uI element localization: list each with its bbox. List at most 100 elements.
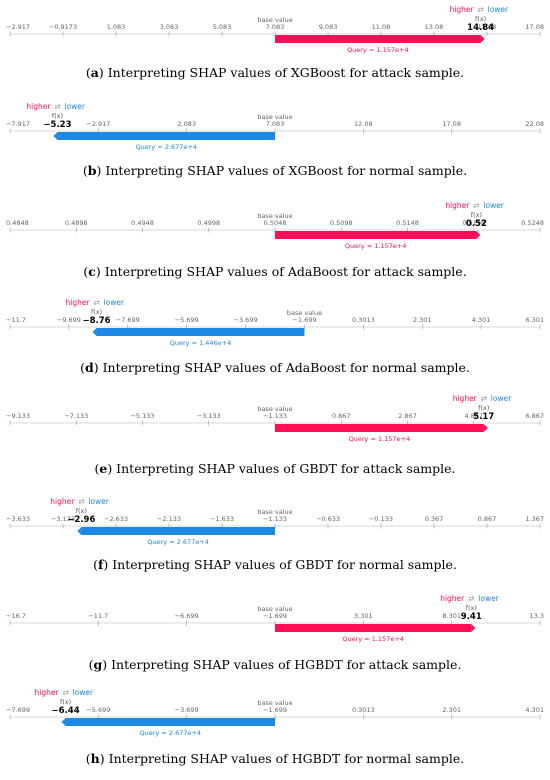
fx-value: 0.52 [466, 219, 487, 229]
fx-label: f(x) [91, 308, 102, 316]
legend-higher: higher [50, 497, 75, 506]
base-value-label: base value [257, 16, 292, 24]
caption-letter: e [99, 461, 108, 476]
tick-label: 4.301 [525, 706, 544, 714]
tick-label: 0.5248 [521, 219, 544, 227]
force-plot-panel-h: −7.699 −5.699 −3.699 −1.699 0.3013 2.301 4.301… [0, 683, 550, 780]
legend-arrow-icon: ⇄ [54, 102, 60, 111]
tick-label: −7.699 [116, 316, 140, 324]
tick-label: −5.699 [86, 706, 110, 714]
higher-contribution-bar [275, 35, 481, 43]
feature-label: Query = 2.677e+4 [147, 538, 209, 546]
fx-value: −2.96 [67, 515, 95, 525]
legend-arrow-icon: ⇄ [477, 5, 483, 14]
legend-higher: higher [65, 298, 90, 307]
bar-arrow-tip [483, 424, 488, 432]
legend-higher: higher [35, 688, 60, 697]
tick-label: 2.867 [398, 412, 417, 420]
tick-label: −3.633 [6, 515, 30, 523]
fx-value: 9.41 [461, 612, 482, 622]
tick-label: −9.699 [57, 316, 81, 324]
base-value-label: base value [257, 113, 292, 121]
force-plot-d: −11.7 −9.699 −7.699 −5.699 −3.699 −1.699 0.301… [6, 298, 544, 347]
tick-label: −0.133 [369, 515, 393, 523]
force-plot-panel-c: 0.4848 0.4898 0.4948 0.4998 0.5048 0.5098 0.51… [0, 196, 550, 293]
legend-lower: lower [478, 594, 499, 603]
caption-letter: c [88, 264, 96, 279]
bar-arrow-tip [480, 35, 485, 43]
caption-letter: h [90, 751, 100, 766]
tick-label: 13.08 [425, 23, 444, 31]
tick-label: −6.699 [175, 612, 199, 620]
tick-label: −9.133 [6, 412, 30, 420]
base-value-label: base value [257, 699, 292, 707]
tick-label: 0.4948 [131, 219, 154, 227]
tick-label: 0.367 [425, 515, 444, 523]
force-plot-h: −7.699 −5.699 −3.699 −1.699 0.3013 2.301 4.301… [6, 688, 544, 737]
feature-label: Query = 1.157e+4 [349, 435, 411, 443]
bar-arrow-tip [92, 328, 97, 336]
tick-label: −2.917 [86, 120, 110, 128]
bar-arrow-tip [476, 231, 481, 239]
lower-contribution-bar [96, 328, 305, 336]
force-plot-c: 0.4848 0.4898 0.4948 0.4998 0.5048 0.5098 0.51… [6, 201, 544, 250]
legend-lower: lower [104, 298, 125, 307]
caption-h: (h) Interpreting SHAP values of HGBDT fo… [85, 751, 465, 766]
tick-label: 9.083 [319, 23, 338, 31]
fx-label: f(x) [76, 507, 87, 515]
caption-text: Interpreting SHAP values of AdaBoost for… [98, 360, 470, 375]
tick-label: −3.699 [234, 316, 258, 324]
tick-label: −0.633 [316, 515, 340, 523]
caption-a: (a) Interpreting SHAP values of XGBoost … [85, 65, 465, 80]
caption-letter: d [84, 360, 94, 375]
tick-label: −11.7 [6, 316, 26, 324]
caption-c: (c) Interpreting SHAP values of AdaBoost… [83, 264, 467, 279]
tick-label: −7.917 [6, 120, 30, 128]
tick-label: 2.301 [442, 706, 461, 714]
tick-label: 2.301 [413, 316, 432, 324]
fx-label: f(x) [52, 112, 63, 120]
caption-d: (d) Interpreting SHAP values of AdaBoost… [80, 360, 470, 375]
force-plot-panel-b: −7.917 −2.917 2.083 7.083 12.08 17.08 22.08 bas… [0, 97, 550, 194]
legend-arrow-icon: ⇄ [473, 201, 479, 210]
tick-label: 6.301 [525, 316, 544, 324]
feature-label: Query = 2.677e+4 [135, 143, 197, 151]
tick-label: 1.367 [525, 515, 544, 523]
tick-label: 4.867 [464, 412, 483, 420]
caption-text: Interpreting SHAP values of XGBoost for … [103, 65, 465, 80]
tick-label: 3.301 [354, 612, 373, 620]
bar-arrow-tip [77, 527, 82, 535]
caption-text: Interpreting SHAP values of HGBDT for no… [104, 751, 465, 766]
lower-contribution-bar [57, 132, 276, 140]
fx-value: −6.44 [52, 706, 80, 716]
lower-contribution-bar [65, 718, 275, 726]
tick-label: 7.083 [266, 120, 285, 128]
tick-label: −3.133 [51, 515, 75, 523]
tick-label: −2.633 [104, 515, 128, 523]
caption-e: (e) Interpreting SHAP values of GBDT for… [94, 461, 456, 476]
tick-label: −16.7 [6, 612, 26, 620]
feature-label: Query = 1.157e+4 [345, 242, 407, 250]
tick-label: −2.133 [157, 515, 181, 523]
tick-label: 0.867 [478, 515, 497, 523]
legend-lower: lower [64, 102, 85, 111]
legend-arrow-icon: ⇄ [93, 298, 99, 307]
tick-label: −1.133 [263, 515, 287, 523]
bar-arrow-tip [61, 718, 66, 726]
legend-higher: higher [26, 102, 51, 111]
feature-label: Query = 1.446e+4 [170, 339, 232, 347]
fx-label: f(x) [466, 604, 477, 612]
fx-value: −5.23 [43, 120, 71, 130]
tick-label: 17.08 [525, 23, 544, 31]
tick-label: 0.5198 [462, 219, 485, 227]
tick-label: −7.699 [6, 706, 30, 714]
force-plot-panel-g: −16.7 −11.7 −6.699 −1.699 3.301 8.301 13.3 base… [0, 589, 550, 686]
base-value-label: base value [257, 605, 292, 613]
fx-value: 14.84 [467, 23, 494, 33]
caption-f: (f) Interpreting SHAP values of GBDT for… [93, 557, 457, 572]
tick-label: −1.633 [210, 515, 234, 523]
bar-arrow-tip [53, 132, 58, 140]
caption-letter: f [97, 557, 104, 572]
legend-higher: higher [453, 394, 478, 403]
